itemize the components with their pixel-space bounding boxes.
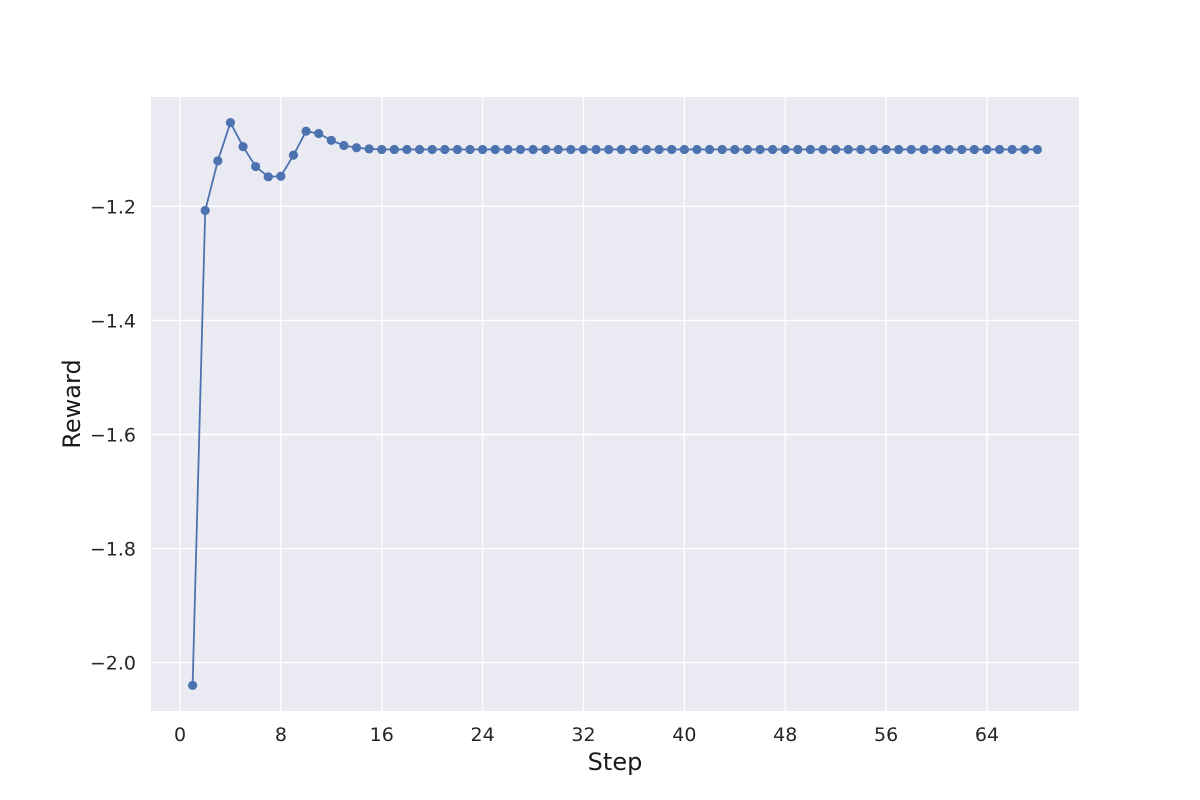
data-point: [629, 144, 639, 155]
data-point: [314, 128, 324, 139]
data-point: [616, 144, 626, 155]
grid: [151, 97, 1079, 711]
x-tick-label: 32: [571, 724, 595, 746]
data-point: [780, 144, 790, 155]
data-point: [1032, 144, 1042, 155]
data-point: [414, 144, 425, 155]
y-axis-title: Reward: [58, 359, 86, 448]
data-point: [528, 144, 538, 155]
data-point: [755, 144, 765, 155]
data-point: [856, 144, 866, 155]
data-point: [768, 144, 778, 155]
data-point: [251, 161, 261, 172]
data-point: [818, 144, 828, 155]
x-tick-label: 40: [672, 724, 696, 746]
data-point: [793, 144, 803, 155]
series-layer: [188, 118, 1042, 690]
data-point: [566, 144, 576, 155]
x-tick-label: 64: [975, 724, 999, 746]
data-point: [503, 144, 513, 155]
y-tick-label: −1.8: [90, 539, 136, 561]
x-tick-label: 56: [874, 724, 898, 746]
data-point: [982, 144, 992, 155]
data-point: [364, 144, 374, 154]
data-point: [263, 172, 273, 182]
y-tick-label: −1.2: [90, 196, 136, 218]
x-tick-label: 8: [275, 724, 287, 746]
data-point: [717, 144, 727, 155]
data-point: [894, 144, 904, 155]
data-point: [288, 150, 299, 160]
y-tick-label: −2.0: [90, 653, 136, 675]
data-point: [402, 144, 412, 155]
data-point: [957, 144, 967, 155]
data-point: [351, 143, 362, 153]
data-point: [831, 144, 841, 155]
data-point: [906, 144, 916, 155]
data-point: [641, 144, 652, 155]
data-point: [704, 144, 715, 155]
data-point: [541, 144, 551, 155]
data-point: [389, 144, 399, 155]
data-point: [452, 144, 462, 155]
data-point: [553, 144, 563, 155]
data-point: [969, 144, 979, 155]
data-point: [654, 144, 664, 155]
y-tick-label: −1.6: [90, 425, 136, 447]
data-point: [994, 144, 1005, 155]
data-point: [730, 144, 740, 155]
data-point: [465, 144, 475, 155]
x-axis-title: Step: [588, 748, 643, 776]
x-tick-label: 24: [471, 724, 495, 746]
data-point: [339, 140, 349, 151]
data-point: [578, 144, 589, 155]
data-point: [881, 144, 891, 155]
data-point: [326, 135, 336, 145]
data-point: [440, 144, 450, 155]
x-tick-label: 48: [773, 724, 797, 746]
data-point: [213, 156, 223, 166]
data-point: [944, 144, 954, 155]
data-point: [1020, 144, 1030, 155]
data-point: [478, 144, 488, 155]
data-point: [200, 205, 210, 216]
plot-area: [151, 97, 1079, 711]
data-point: [919, 144, 929, 155]
data-point: [591, 144, 601, 155]
data-point: [604, 144, 614, 155]
data-point: [515, 144, 526, 155]
data-point: [742, 144, 752, 155]
y-tick-labels: −2.0 −1.8 −1.6 −1.4 −1.2: [90, 196, 136, 674]
y-tick-label: −1.4: [90, 310, 136, 332]
data-point: [805, 144, 816, 155]
data-point: [188, 680, 198, 690]
data-point: [692, 144, 702, 155]
data-point: [667, 144, 677, 155]
data-point: [238, 141, 248, 152]
data-point: [679, 144, 689, 155]
x-tick-label: 0: [174, 724, 186, 746]
data-point: [276, 171, 286, 181]
data-point: [225, 118, 236, 128]
data-point: [868, 144, 879, 155]
data-point: [377, 144, 387, 155]
data-point: [490, 144, 500, 155]
data-point: [427, 144, 437, 155]
x-tick-labels: 0 8 16 24 32 40 48 56 64: [174, 724, 999, 746]
data-point: [931, 144, 942, 155]
data-point: [843, 144, 853, 155]
data-point: [301, 126, 311, 136]
x-tick-label: 16: [370, 724, 394, 746]
data-point: [1007, 144, 1017, 155]
